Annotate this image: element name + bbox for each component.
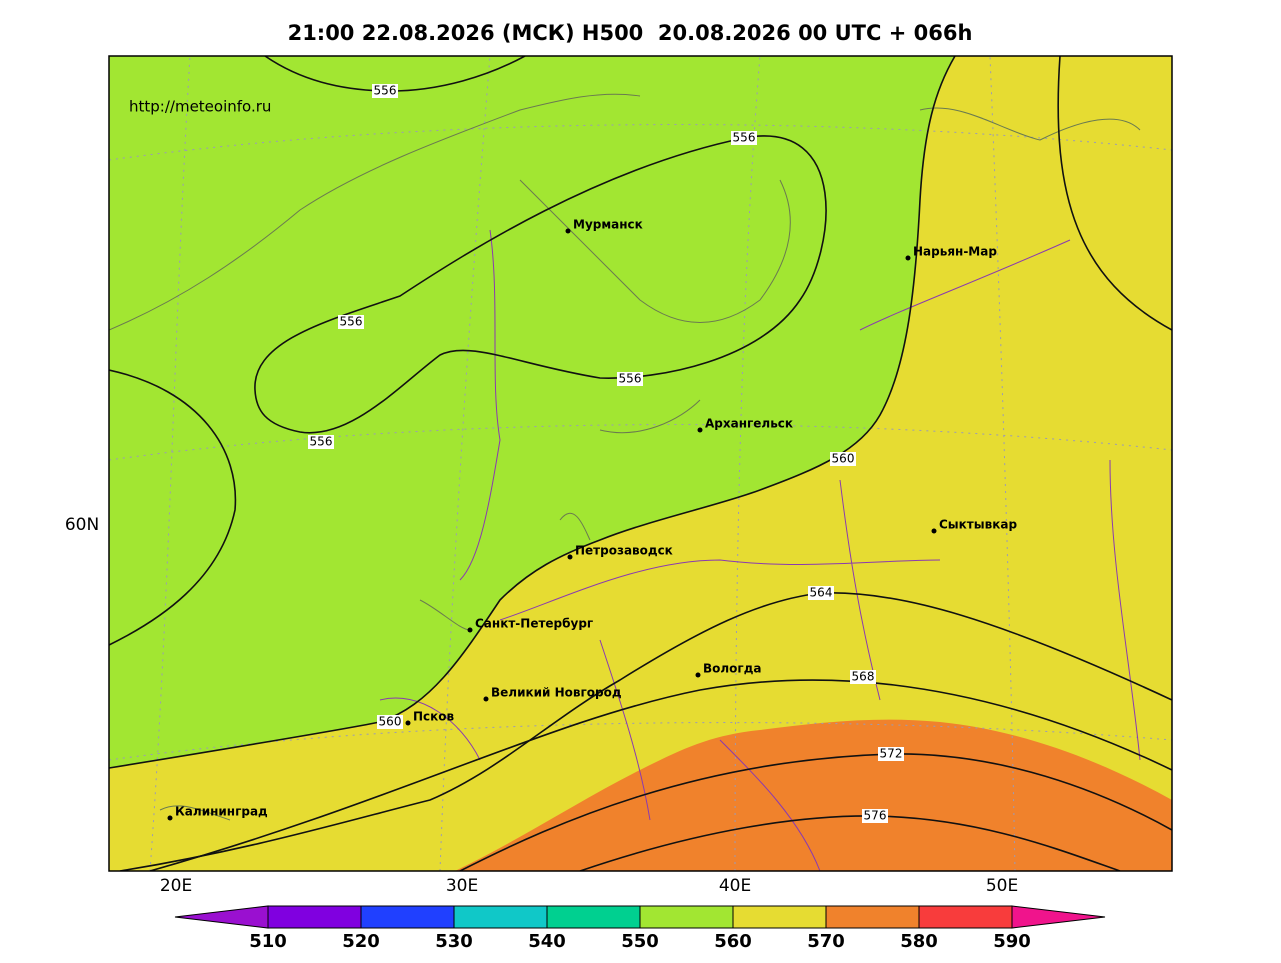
contour-label: 556 (619, 372, 642, 386)
city-label: Мурманск (573, 218, 643, 232)
colorbar-tick-label: 530 (435, 931, 473, 952)
contour-label: 568 (852, 670, 875, 684)
city-label: Архангельск (705, 417, 793, 431)
contour-label-bg (731, 131, 757, 145)
contour-label: 556 (733, 131, 756, 145)
city-dot (695, 672, 701, 678)
city-dot (905, 255, 911, 261)
city-label: Великий Новгород (491, 686, 622, 700)
lon-label: 20E (160, 876, 192, 896)
colorbar-tick-label: 520 (342, 931, 380, 952)
lat-label: 60N (65, 515, 99, 535)
contour (459, 753, 1172, 871)
city-label: Калининград (175, 805, 268, 819)
colorbar-cap (1011, 905, 1106, 929)
lon-label: 50E (986, 876, 1018, 896)
city-label: Вологда (703, 662, 761, 676)
contour-label-bg (377, 715, 403, 729)
zone-560 (109, 56, 1172, 871)
contour-label: 556 (340, 315, 363, 329)
contour (119, 591, 1172, 871)
title: 21:00 22.08.2026 (МСК) H500 20.08.2026 0… (288, 21, 973, 45)
contour (1057, 56, 1172, 331)
contour-label: 572 (880, 747, 903, 761)
lon-label: 40E (719, 876, 751, 896)
contour-label-bg (850, 670, 876, 684)
city-dot (567, 554, 573, 560)
city-dot (167, 815, 173, 821)
contour-label: 560 (379, 715, 402, 729)
contour-label-bg (862, 809, 888, 823)
colorbar-tick-label: 550 (621, 931, 659, 952)
source-url: http://meteoinfo.ru (129, 98, 271, 116)
zone-570 (455, 719, 1172, 871)
contour-label: 560 (832, 452, 855, 466)
contour-label-bg (878, 747, 904, 761)
city-label: Псков (413, 710, 455, 724)
city-dot (931, 528, 937, 534)
colorbar-segment (918, 905, 1013, 929)
contour (109, 369, 237, 646)
contour-label: 564 (810, 586, 833, 600)
map-area (109, 56, 1172, 871)
contour-label-bg (308, 435, 334, 449)
contour-label-bg (830, 452, 856, 466)
colorbar-tick-label: 560 (714, 931, 752, 952)
lon-label: 30E (446, 876, 478, 896)
colorbar-segment (267, 905, 362, 929)
city-dot (483, 696, 489, 702)
colorbar-tick-label: 570 (807, 931, 845, 952)
contour-label-bg (338, 315, 364, 329)
city-label: Санкт-Петербург (475, 617, 593, 631)
colorbar-segment (732, 905, 827, 929)
city-label: Сыктывкар (939, 518, 1017, 532)
contour-label-bg (372, 84, 398, 98)
contour-label-bg (808, 586, 834, 600)
colorbar-cap (174, 905, 269, 929)
contour-label-bg (617, 372, 643, 386)
colorbar-segment (825, 905, 920, 929)
contour (254, 135, 827, 434)
colorbar-tick-label: 580 (900, 931, 938, 952)
city-label: Нарьян-Мар (913, 245, 997, 259)
colorbar-tick-label: 510 (249, 931, 287, 952)
colorbar-segment (639, 905, 734, 929)
colorbar-segment (360, 905, 455, 929)
colorbar-segment (453, 905, 548, 929)
city-dot (467, 627, 473, 633)
contour-label: 556 (310, 435, 333, 449)
contour-label: 556 (374, 84, 397, 98)
colorbar-tick-label: 540 (528, 931, 566, 952)
contour (149, 679, 1172, 871)
city-dot (565, 228, 571, 234)
contour-label: 576 (864, 809, 887, 823)
colorbar-tick-label: 590 (993, 931, 1031, 952)
map-frame (108, 55, 1173, 872)
city-label: Петрозаводск (575, 544, 673, 558)
colorbar-segment (546, 905, 641, 929)
borders (379, 229, 1141, 871)
city-dot (697, 427, 703, 433)
city-dot (405, 720, 411, 726)
coastline (109, 93, 1141, 821)
